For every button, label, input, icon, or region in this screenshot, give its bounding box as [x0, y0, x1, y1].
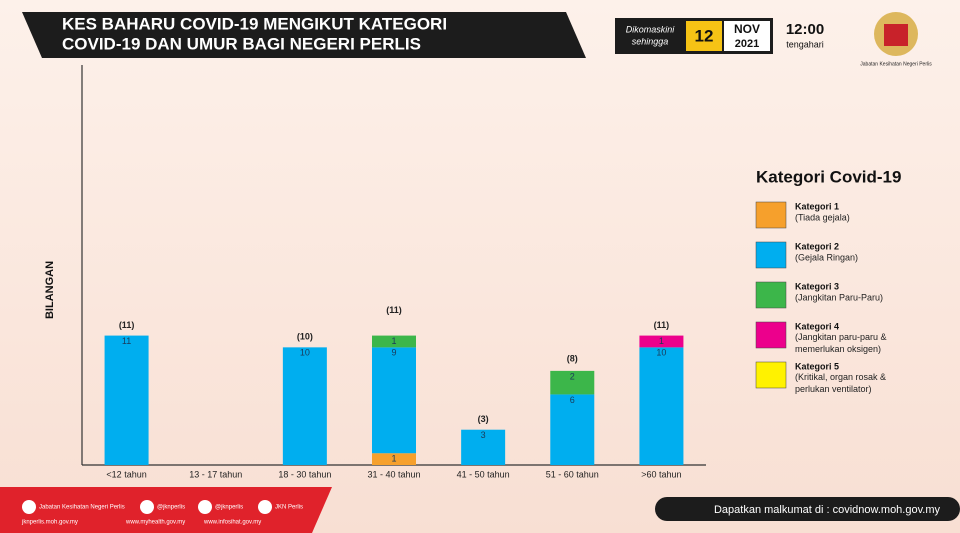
title-line: COVID-19 DAN UMUR BAGI NEGERI PERLIS [62, 34, 421, 53]
update-label: Dikomaskini [626, 24, 676, 34]
y-axis-label: BILANGAN [44, 261, 56, 319]
title-line: KES BAHARU COVID-19 MENGIKUT KATEGORI [62, 14, 447, 33]
total-label: (11) [386, 305, 402, 315]
bar-segment [550, 394, 595, 465]
social-icon [140, 500, 154, 514]
update-label: sehingga [632, 36, 669, 46]
month: NOV [734, 22, 760, 36]
logo [884, 24, 908, 46]
total-label: (10) [297, 332, 313, 342]
total-label: (3) [478, 414, 489, 424]
day: 12 [695, 26, 714, 45]
legend-name: Kategori 5 [795, 361, 839, 371]
bar-segment [372, 335, 416, 348]
social-icon [198, 500, 212, 514]
title-banner [22, 12, 586, 58]
legend-name: Kategori 3 [795, 281, 839, 291]
legend-swatch [755, 241, 787, 269]
legend-swatch [755, 201, 787, 229]
legend-name: Kategori 2 [795, 241, 839, 251]
legend-description: (Gejala Ringan) [795, 252, 858, 262]
site: www.infosihat.gov.my [203, 520, 261, 526]
legend-description: (Kritikal, organ rosak & perlukan ventila… [795, 372, 886, 394]
footer: Jabatan Kesihatan Negeri Perlis @jknperli… [21, 500, 303, 526]
site: www.myhealth.gov.my [125, 520, 185, 526]
x-tick-label: >60 tahun [641, 469, 681, 479]
total-label: (8) [567, 353, 578, 363]
x-tick-label: 41 - 50 tahun [457, 469, 510, 479]
bar-segment [372, 347, 416, 454]
legend: Kategori 1(Tiada gejala) Kategori 2(Gejal… [755, 201, 887, 394]
legend-description: (Jangkitan Paru-Paru) [795, 292, 883, 302]
info-text: Dapatkan malkumat di : covidnow.moh.gov.… [714, 504, 941, 516]
month-box [724, 21, 770, 51]
segment-label: 11 [122, 336, 131, 346]
bar-segment [104, 335, 149, 465]
legend-name: Kategori 4 [795, 321, 839, 331]
segment-label: 9 [391, 348, 396, 358]
footer-band [0, 487, 332, 533]
x-tick-label: 13 - 17 tahun [189, 469, 242, 479]
legend-description: (Tiada gejala) [795, 212, 850, 222]
segment-label: 10 [300, 348, 310, 358]
social-handle: @jknperlis [215, 505, 243, 511]
bar-segment [372, 453, 416, 465]
site: jknperlis.moh.gov.my [21, 520, 78, 526]
legend-title: Kategori Covid-19 [756, 167, 901, 186]
bar-segment [550, 370, 595, 395]
bar-segment [461, 429, 506, 465]
segment-label: 6 [570, 395, 575, 405]
time-label: tengahari [786, 39, 824, 49]
total-label: (11) [654, 320, 670, 330]
segment-label: 3 [481, 430, 486, 440]
segment-label: 1 [391, 336, 396, 346]
segment-label: 2 [570, 371, 575, 381]
social-handle: Jabatan Kesihatan Negeri Perlis [39, 505, 125, 511]
info-pill [655, 497, 960, 521]
bar-segment [639, 335, 684, 348]
time: 12:00 [786, 21, 824, 38]
legend-name: Kategori 1 [795, 201, 839, 211]
social-icon [258, 500, 272, 514]
year: 2021 [735, 38, 759, 50]
social-handle: JKN Perlis [275, 505, 303, 511]
legend-swatch [755, 281, 787, 309]
segment-label: 1 [659, 336, 664, 346]
bar-segment [639, 347, 684, 465]
social-handle: @jknperlis [157, 505, 185, 511]
x-tick-label: <12 tahun [106, 469, 146, 479]
total-label: (11) [119, 320, 135, 330]
social-icon [22, 500, 36, 514]
x-tick-label: 18 - 30 tahun [278, 469, 331, 479]
x-tick-label: 31 - 40 tahun [367, 469, 420, 479]
segment-label: 10 [656, 348, 666, 358]
legend-description: (Jangkitan paru-paru & memerlukan oksigen… [795, 332, 887, 354]
legend-swatch [755, 321, 787, 349]
segment-label: 1 [391, 454, 396, 464]
bar-segment [282, 347, 327, 465]
legend-swatch [755, 361, 787, 389]
day-box [686, 21, 722, 51]
x-tick-label: 51 - 60 tahun [546, 469, 599, 479]
logo-caption: Jabatan Kesihatan Negeri Perlis [860, 61, 932, 67]
